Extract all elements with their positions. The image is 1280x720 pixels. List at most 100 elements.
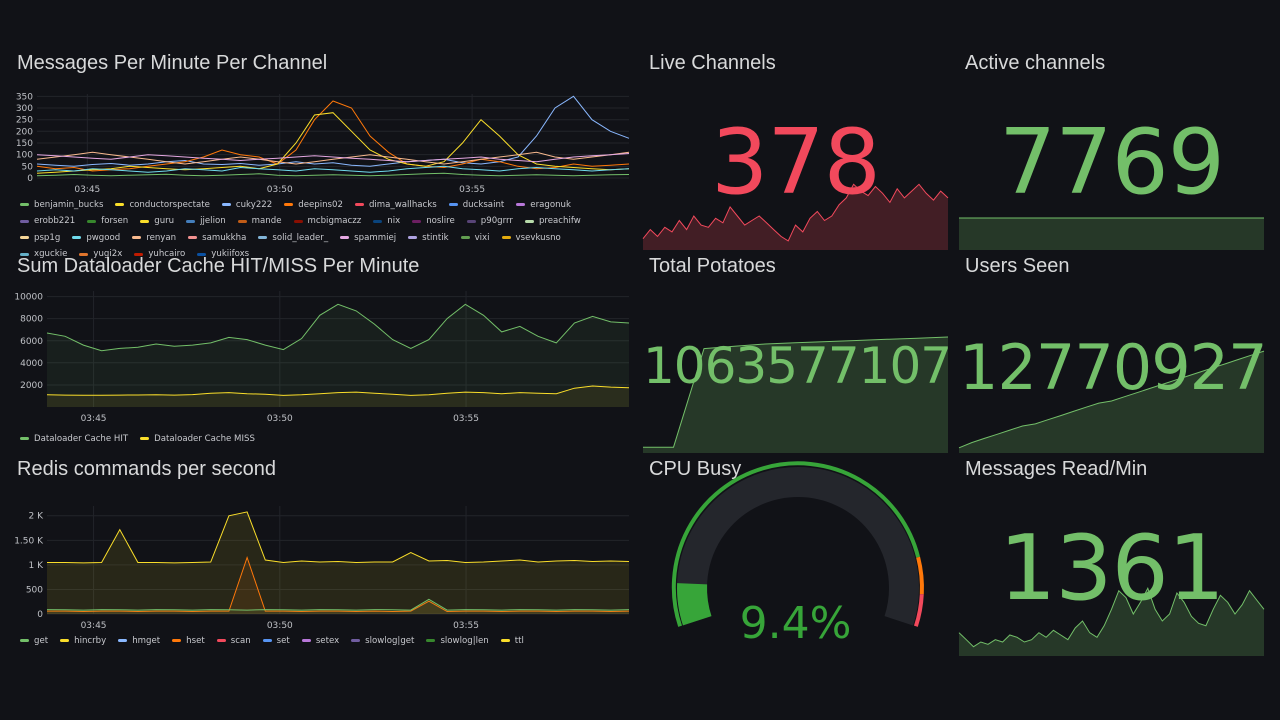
y-tick-label: 350 [16, 92, 33, 102]
legend-swatch [197, 252, 207, 256]
sparkline-line [958, 350, 1265, 449]
legend-item[interactable]: mcbigmaczz [293, 213, 361, 229]
legend-label: xguckie [34, 249, 68, 259]
legend-item[interactable]: mande [237, 213, 282, 229]
legend-swatch [373, 219, 383, 223]
live-channels-sparkline [642, 183, 949, 250]
legend-item[interactable]: Dataloader Cache HIT [20, 431, 128, 447]
legend-label: hincrby [74, 635, 107, 646]
active-channels-panel[interactable]: Active channels 7769 [959, 52, 1264, 250]
legend-item[interactable]: samukkha [188, 230, 246, 246]
series-line[interactable] [36, 151, 630, 165]
series-area [47, 386, 629, 407]
legend-item[interactable]: cuky222 [221, 197, 272, 213]
legend-item[interactable]: solid_leader_ [258, 230, 328, 246]
series-line[interactable] [36, 172, 630, 177]
total-potatoes-panel[interactable]: Total Potatoes 1063577107 [643, 255, 952, 453]
legend-swatch [460, 236, 470, 239]
panel-title: Sum Dataloader Cache HIT/MISS Per Minute [17, 255, 420, 277]
legend-label: Dataloader Cache MISS [154, 433, 255, 444]
x-tick-label: 03:45 [81, 414, 107, 424]
legend-item[interactable]: forsen [87, 213, 128, 229]
legend-item[interactable]: vixi [460, 230, 490, 246]
legend-item[interactable]: psp1g [20, 230, 60, 246]
legend-label: slowlog|get [365, 635, 415, 646]
panel-title: Users Seen [965, 255, 1070, 277]
legend-item[interactable]: renyan [132, 230, 176, 246]
legend-swatch [140, 219, 150, 223]
legend-item[interactable]: conductorspectate [115, 197, 210, 213]
legend-item[interactable]: yuhcairo [134, 246, 185, 262]
legend-item[interactable]: p90grrr [466, 213, 513, 229]
total-potatoes-value: 1063577107 [643, 337, 952, 395]
sparkline-line [643, 336, 949, 448]
y-tick-label: 8000 [20, 315, 43, 325]
users-seen-panel[interactable]: Users Seen 12770927 [958, 255, 1268, 453]
messages-read-panel[interactable]: Messages Read/Min 1361 [958, 458, 1265, 656]
legend-item[interactable]: spammiej [340, 230, 396, 246]
legend-item[interactable]: yugi2x [79, 246, 122, 262]
legend-item[interactable]: dima_wallhacks [354, 197, 437, 213]
active-channels-sparkline [959, 217, 1264, 250]
legend-swatch [172, 639, 182, 642]
legend-item[interactable]: Dataloader Cache MISS [140, 431, 255, 447]
series-line[interactable] [47, 555, 630, 613]
legend-item[interactable]: ducksaint [448, 197, 504, 213]
gauge-value-arc [677, 583, 712, 626]
legend-item[interactable]: nix [373, 213, 400, 229]
series-line[interactable] [36, 95, 630, 167]
series-line[interactable] [36, 100, 630, 172]
series-line[interactable] [36, 153, 630, 163]
legend-item[interactable]: eragonuk [516, 197, 571, 213]
legend-item[interactable]: scan [216, 633, 251, 649]
cpu-busy-panel[interactable]: CPU Busy 9.4% [643, 458, 948, 656]
legend-swatch [134, 252, 144, 256]
legend-item[interactable]: slowlog|get [351, 633, 414, 649]
legend-item[interactable]: benjamin_bucks [20, 197, 103, 213]
legend-label: eragonuk [530, 199, 571, 210]
legend-item[interactable]: hmget [118, 633, 160, 649]
legend-item[interactable]: xguckie [20, 246, 67, 262]
legend-item[interactable]: get [20, 633, 48, 649]
legend-item[interactable]: deepins02 [284, 197, 343, 213]
messages-read-sparkline [958, 587, 1265, 656]
legend-item[interactable]: ttl [500, 633, 524, 649]
series-line[interactable] [47, 511, 630, 564]
y-tick-label: 200 [16, 127, 33, 137]
series-line[interactable] [46, 303, 630, 352]
legend-item[interactable]: jjelion [186, 213, 226, 229]
cpu-gauge [671, 461, 924, 627]
legend-item[interactable]: preachifw [524, 213, 581, 229]
legend-item[interactable]: noslire [412, 213, 455, 229]
live-channels-panel[interactable]: Live Channels 378 [642, 52, 949, 250]
legend-item[interactable]: erobb221 [20, 213, 75, 229]
legend-item[interactable]: vsevkusno [501, 230, 561, 246]
legend-swatch [20, 236, 29, 239]
redis-chart[interactable]: 2 K 1.50 K 1 K 500 0 03:45 03:50 03:55 [14, 502, 630, 632]
live-channels-value: 378 [711, 110, 881, 215]
series-line[interactable] [46, 598, 630, 611]
dataloader-chart[interactable]: 10000 8000 6000 4000 2000 03:45 03:50 03:55 [14, 287, 630, 427]
y-tick-label: 2000 [20, 381, 43, 391]
legend-item[interactable]: stintik [408, 230, 449, 246]
legend-item[interactable]: hincrby [60, 633, 106, 649]
series-line[interactable] [36, 165, 630, 173]
legend-item[interactable]: yukiifoxs [197, 246, 249, 262]
series-line[interactable] [46, 385, 630, 396]
legend-item[interactable]: guru [140, 213, 174, 229]
y-tick-label: 1.50 K [14, 536, 44, 546]
legend-swatch [293, 219, 303, 223]
legend-label: erobb221 [34, 216, 76, 226]
legend-label: psp1g [34, 232, 61, 243]
legend-item[interactable]: hset [172, 633, 205, 649]
legend-label: renyan [146, 232, 177, 243]
legend-label: dima_wallhacks [368, 199, 437, 210]
x-tick-label: 03:50 [267, 621, 293, 631]
legend-item[interactable]: pwgood [72, 230, 120, 246]
panel-title: Redis commands per second [17, 458, 277, 480]
x-tick-label: 03:50 [267, 414, 293, 424]
legend-item[interactable]: setex [301, 633, 339, 649]
legend-item[interactable]: set [262, 633, 290, 649]
legend-item[interactable]: slowlog|len [426, 633, 489, 649]
